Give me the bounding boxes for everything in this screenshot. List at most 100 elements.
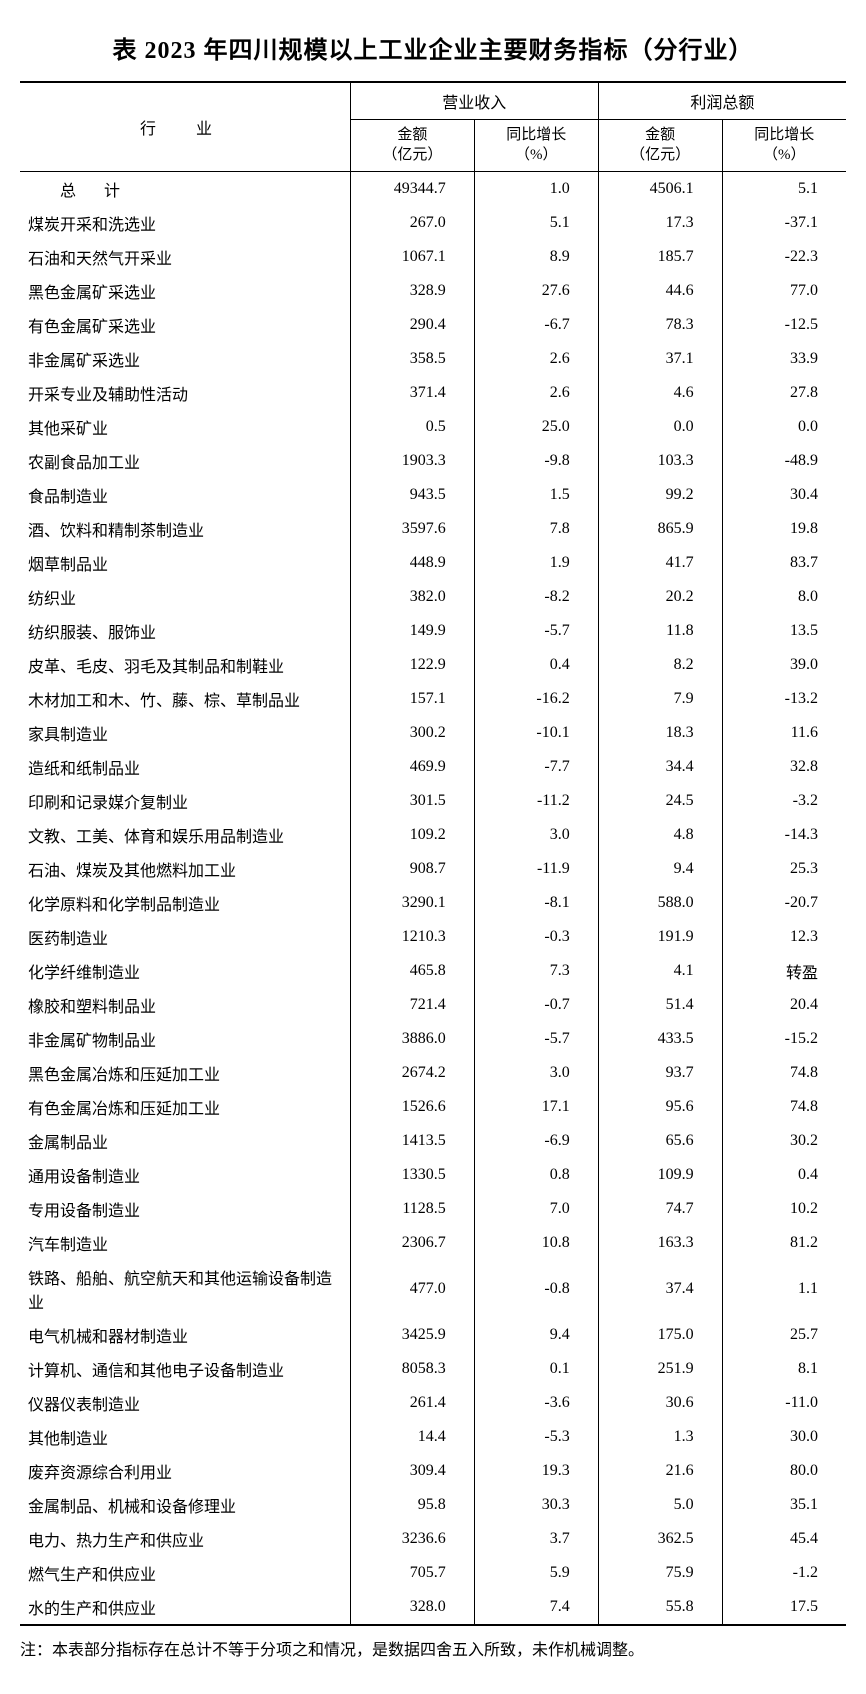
rev-amount-cell: 290.4 (350, 308, 474, 342)
profit-growth-cell: 0.4 (722, 1158, 846, 1192)
rev-growth-cell: 10.8 (474, 1226, 598, 1260)
rev-amount-cell: 14.4 (350, 1420, 474, 1454)
table-row: 通用设备制造业1330.50.8109.90.4 (20, 1158, 846, 1192)
table-row: 废弃资源综合利用业309.419.321.680.0 (20, 1454, 846, 1488)
profit-amount-cell: 191.9 (598, 920, 722, 954)
rev-growth-cell: 0.8 (474, 1158, 598, 1192)
rev-growth-cell: -8.1 (474, 886, 598, 920)
rev-growth-cell: -11.2 (474, 784, 598, 818)
profit-growth-cell: 转盈 (722, 954, 846, 988)
profit-amount-cell: 588.0 (598, 886, 722, 920)
table-header: 行 业 营业收入 利润总额 金额（亿元） 同比增长（%） 金额（亿元） 同比增长… (20, 82, 846, 172)
profit-amount-cell: 65.6 (598, 1124, 722, 1158)
profit-amount-cell: 4506.1 (598, 172, 722, 207)
industry-cell: 纺织业 (20, 580, 350, 614)
industry-cell: 医药制造业 (20, 920, 350, 954)
profit-growth-cell: 17.5 (722, 1590, 846, 1625)
profit-growth-cell: 5.1 (722, 172, 846, 207)
rev-amount-cell: 267.0 (350, 206, 474, 240)
profit-growth-cell: 80.0 (722, 1454, 846, 1488)
table-row: 食品制造业943.51.599.230.4 (20, 478, 846, 512)
industry-cell: 酒、饮料和精制茶制造业 (20, 512, 350, 546)
rev-growth-cell: 7.4 (474, 1590, 598, 1625)
profit-amount-cell: 4.6 (598, 376, 722, 410)
table-row: 黑色金属矿采选业328.927.644.677.0 (20, 274, 846, 308)
col-profit-growth: 同比增长（%） (722, 120, 846, 172)
col-profit-amount: 金额（亿元） (598, 120, 722, 172)
industry-cell: 开采专业及辅助性活动 (20, 376, 350, 410)
rev-amount-cell: 1128.5 (350, 1192, 474, 1226)
rev-growth-cell: -5.7 (474, 614, 598, 648)
profit-amount-cell: 433.5 (598, 1022, 722, 1056)
rev-amount-cell: 8058.3 (350, 1352, 474, 1386)
profit-growth-cell: 30.2 (722, 1124, 846, 1158)
rev-amount-cell: 300.2 (350, 716, 474, 750)
table-body: 总计49344.71.04506.15.1煤炭开采和洗选业267.05.117.… (20, 172, 846, 1626)
rev-growth-cell: 0.1 (474, 1352, 598, 1386)
col-rev-growth: 同比增长（%） (474, 120, 598, 172)
rev-growth-cell: 1.9 (474, 546, 598, 580)
col-rev-amount: 金额（亿元） (350, 120, 474, 172)
table-row: 化学纤维制造业465.87.34.1转盈 (20, 954, 846, 988)
table-row: 汽车制造业2306.710.8163.381.2 (20, 1226, 846, 1260)
rev-amount-cell: 109.2 (350, 818, 474, 852)
rev-growth-cell: 3.0 (474, 818, 598, 852)
profit-amount-cell: 1.3 (598, 1420, 722, 1454)
col-group-profit: 利润总额 (598, 82, 846, 120)
profit-amount-cell: 55.8 (598, 1590, 722, 1625)
industry-cell: 非金属矿采选业 (20, 342, 350, 376)
rev-growth-cell: -16.2 (474, 682, 598, 716)
rev-amount-cell: 301.5 (350, 784, 474, 818)
profit-amount-cell: 103.3 (598, 444, 722, 478)
rev-amount-cell: 3290.1 (350, 886, 474, 920)
table-row: 木材加工和木、竹、藤、棕、草制品业157.1-16.27.9-13.2 (20, 682, 846, 716)
industry-cell: 纺织服装、服饰业 (20, 614, 350, 648)
rev-growth-cell: 0.4 (474, 648, 598, 682)
rev-growth-cell: 25.0 (474, 410, 598, 444)
profit-growth-cell: 19.8 (722, 512, 846, 546)
profit-growth-cell: 27.8 (722, 376, 846, 410)
profit-growth-cell: -13.2 (722, 682, 846, 716)
rev-growth-cell: 7.0 (474, 1192, 598, 1226)
profit-growth-cell: 83.7 (722, 546, 846, 580)
industry-cell: 烟草制品业 (20, 546, 350, 580)
rev-growth-cell: 2.6 (474, 376, 598, 410)
industry-cell: 石油和天然气开采业 (20, 240, 350, 274)
profit-growth-cell: 1.1 (722, 1260, 846, 1318)
profit-amount-cell: 185.7 (598, 240, 722, 274)
industry-cell: 化学纤维制造业 (20, 954, 350, 988)
industry-cell: 家具制造业 (20, 716, 350, 750)
table-row: 黑色金属冶炼和压延加工业2674.23.093.774.8 (20, 1056, 846, 1090)
total-row: 总计49344.71.04506.15.1 (20, 172, 846, 207)
profit-growth-cell: 74.8 (722, 1056, 846, 1090)
rev-amount-cell: 261.4 (350, 1386, 474, 1420)
table-row: 金属制品、机械和设备修理业95.830.35.035.1 (20, 1488, 846, 1522)
rev-growth-cell: -3.6 (474, 1386, 598, 1420)
profit-amount-cell: 109.9 (598, 1158, 722, 1192)
industry-cell: 非金属矿物制品业 (20, 1022, 350, 1056)
table-row: 煤炭开采和洗选业267.05.117.3-37.1 (20, 206, 846, 240)
industry-cell: 燃气生产和供应业 (20, 1556, 350, 1590)
rev-growth-cell: -5.7 (474, 1022, 598, 1056)
profit-growth-cell: 39.0 (722, 648, 846, 682)
profit-growth-cell: 25.3 (722, 852, 846, 886)
rev-amount-cell: 721.4 (350, 988, 474, 1022)
profit-amount-cell: 37.4 (598, 1260, 722, 1318)
profit-amount-cell: 51.4 (598, 988, 722, 1022)
table-row: 造纸和纸制品业469.9-7.734.432.8 (20, 750, 846, 784)
profit-amount-cell: 11.8 (598, 614, 722, 648)
industry-cell: 石油、煤炭及其他燃料加工业 (20, 852, 350, 886)
profit-growth-cell: -3.2 (722, 784, 846, 818)
profit-amount-cell: 75.9 (598, 1556, 722, 1590)
industry-cell: 专用设备制造业 (20, 1192, 350, 1226)
profit-amount-cell: 44.6 (598, 274, 722, 308)
industry-cell: 铁路、船舶、航空航天和其他运输设备制造业 (20, 1260, 350, 1318)
table-row: 橡胶和塑料制品业721.4-0.751.420.4 (20, 988, 846, 1022)
table-row: 皮革、毛皮、羽毛及其制品和制鞋业122.90.48.239.0 (20, 648, 846, 682)
profit-amount-cell: 37.1 (598, 342, 722, 376)
rev-growth-cell: -0.3 (474, 920, 598, 954)
profit-growth-cell: 25.7 (722, 1318, 846, 1352)
table-row: 酒、饮料和精制茶制造业3597.67.8865.919.8 (20, 512, 846, 546)
profit-amount-cell: 175.0 (598, 1318, 722, 1352)
profit-growth-cell: 74.8 (722, 1090, 846, 1124)
